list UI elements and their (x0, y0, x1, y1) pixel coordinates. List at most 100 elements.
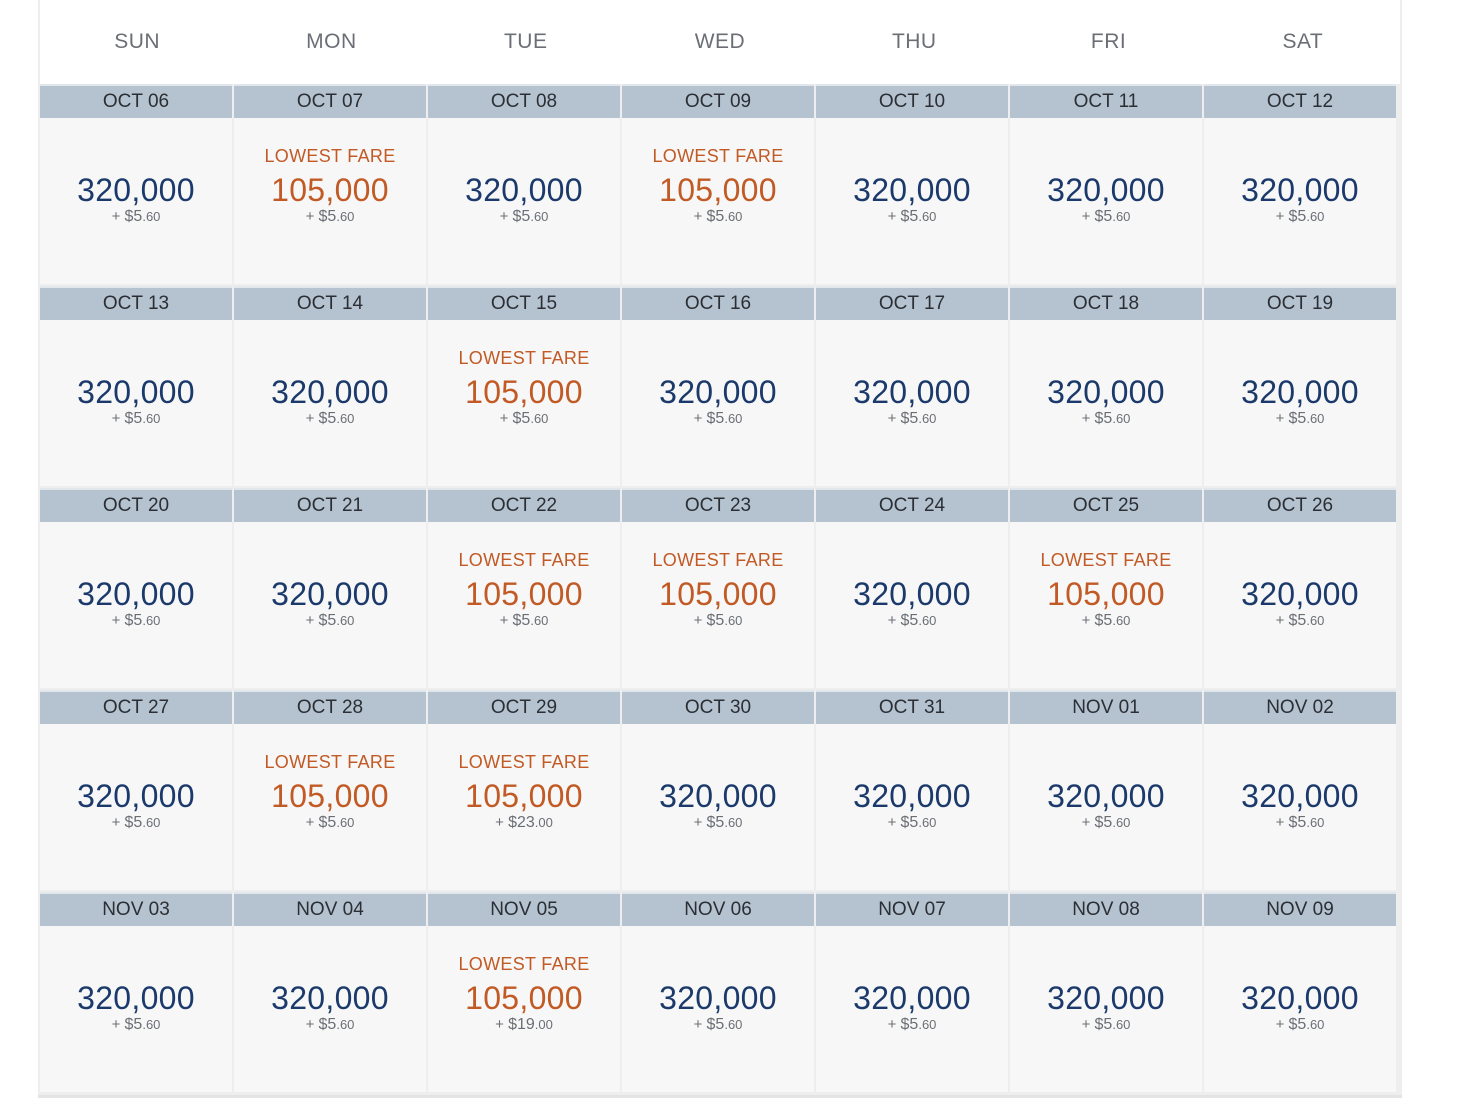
day-cell[interactable]: OCT 20 320,000 + $5.60 (40, 488, 232, 688)
day-cell[interactable]: OCT 27 320,000 + $5.60 (40, 690, 232, 890)
tax-dollars: $5 (512, 612, 531, 629)
day-cell[interactable]: OCT 15 LOWEST FARE 105,000 + $5.60 (428, 286, 620, 486)
day-cell[interactable]: OCT 06 320,000 + $5.60 (40, 84, 232, 284)
day-cell[interactable]: OCT 29 LOWEST FARE 105,000 + $23.00 (428, 690, 620, 890)
tax-cents: .60 (336, 411, 355, 426)
day-cell[interactable]: OCT 13 320,000 + $5.60 (40, 286, 232, 486)
tax-amount: + $5.60 (1204, 612, 1396, 630)
day-cell[interactable]: OCT 21 320,000 + $5.60 (234, 488, 426, 688)
fare-info: 320,000 + $5.60 (234, 926, 426, 1092)
date-label: OCT 16 (622, 286, 814, 320)
tax-prefix: + (693, 1016, 707, 1033)
day-cell[interactable]: NOV 01 320,000 + $5.60 (1010, 690, 1202, 890)
day-cell[interactable]: NOV 05 LOWEST FARE 105,000 + $19.00 (428, 892, 620, 1092)
tax-cents: .60 (336, 613, 355, 628)
day-cell[interactable]: OCT 19 320,000 + $5.60 (1204, 286, 1396, 486)
day-cell[interactable]: OCT 12 320,000 + $5.60 (1204, 84, 1396, 284)
day-cell[interactable]: OCT 30 320,000 + $5.60 (622, 690, 814, 890)
lowest-fare-label: LOWEST FARE (458, 954, 590, 974)
miles-price: 320,000 (853, 172, 971, 208)
weekday-thu: THU (891, 30, 937, 53)
miles-price: 320,000 (659, 778, 777, 814)
day-cell[interactable]: NOV 04 320,000 + $5.60 (234, 892, 426, 1092)
date-label: OCT 06 (40, 84, 232, 118)
day-cell[interactable]: OCT 14 320,000 + $5.60 (234, 286, 426, 486)
tax-amount: + $5.60 (816, 814, 1008, 832)
day-cell[interactable]: NOV 06 320,000 + $5.60 (622, 892, 814, 1092)
tax-prefix: + (1081, 814, 1095, 831)
tax-dollars: $5 (124, 1016, 143, 1033)
tax-dollars: $5 (1094, 1016, 1113, 1033)
tax-dollars: $5 (1288, 410, 1307, 427)
day-cell[interactable]: OCT 24 320,000 + $5.60 (816, 488, 1008, 688)
tax-cents: .60 (1306, 613, 1325, 628)
tax-amount: + $5.60 (1204, 1016, 1396, 1034)
tax-prefix: + (495, 1016, 509, 1033)
day-cell[interactable]: OCT 28 LOWEST FARE 105,000 + $5.60 (234, 690, 426, 890)
day-cell[interactable]: NOV 07 320,000 + $5.60 (816, 892, 1008, 1092)
miles-price: 320,000 (77, 576, 195, 612)
date-label: NOV 01 (1010, 690, 1202, 724)
day-cell[interactable]: OCT 09 LOWEST FARE 105,000 + $5.60 (622, 84, 814, 284)
tax-prefix: + (499, 612, 513, 629)
fare-info: LOWEST FARE 105,000 + $5.60 (234, 724, 426, 890)
day-cell[interactable]: NOV 09 320,000 + $5.60 (1204, 892, 1396, 1092)
date-label: OCT 19 (1204, 286, 1396, 320)
day-cell[interactable]: NOV 03 320,000 + $5.60 (40, 892, 232, 1092)
miles-price: 105,000 (271, 172, 389, 208)
day-cell[interactable]: OCT 18 320,000 + $5.60 (1010, 286, 1202, 486)
tax-amount: + $5.60 (40, 410, 232, 428)
day-cell[interactable]: OCT 16 320,000 + $5.60 (622, 286, 814, 486)
date-label: OCT 21 (234, 488, 426, 522)
tax-prefix: + (693, 814, 707, 831)
fare-info: 320,000 + $5.60 (622, 724, 814, 890)
lowest-fare-label: LOWEST FARE (458, 752, 590, 772)
tax-amount: + $5.60 (40, 612, 232, 630)
tax-cents: .60 (336, 815, 355, 830)
miles-price: 320,000 (271, 980, 389, 1016)
day-cell[interactable]: OCT 31 320,000 + $5.60 (816, 690, 1008, 890)
tax-prefix: + (1275, 208, 1289, 225)
tax-prefix: + (693, 612, 707, 629)
day-cell[interactable]: OCT 25 LOWEST FARE 105,000 + $5.60 (1010, 488, 1202, 688)
day-cell[interactable]: OCT 10 320,000 + $5.60 (816, 84, 1008, 284)
date-label: NOV 09 (1204, 892, 1396, 926)
tax-cents: .60 (336, 209, 355, 224)
day-cell[interactable]: OCT 11 320,000 + $5.60 (1010, 84, 1202, 284)
fare-info: 320,000 + $5.60 (816, 118, 1008, 284)
fare-info: 320,000 + $5.60 (1204, 522, 1396, 688)
day-cell[interactable]: OCT 22 LOWEST FARE 105,000 + $5.60 (428, 488, 620, 688)
tax-cents: .60 (724, 1017, 743, 1032)
tax-prefix: + (1275, 1016, 1289, 1033)
calendar-bottom-border (38, 1095, 1402, 1098)
weekday-sat: SAT (1282, 30, 1324, 53)
weekday-mon: MON (306, 30, 357, 53)
miles-price: 320,000 (853, 576, 971, 612)
day-cell[interactable]: OCT 07 LOWEST FARE 105,000 + $5.60 (234, 84, 426, 284)
date-label: NOV 03 (40, 892, 232, 926)
fare-info: 320,000 + $5.60 (622, 320, 814, 486)
day-cell[interactable]: OCT 17 320,000 + $5.60 (816, 286, 1008, 486)
tax-prefix: + (887, 208, 901, 225)
fare-info: 320,000 + $5.60 (816, 926, 1008, 1092)
tax-cents: .60 (724, 613, 743, 628)
miles-price: 320,000 (659, 374, 777, 410)
miles-price: 105,000 (271, 778, 389, 814)
day-cell[interactable]: OCT 23 LOWEST FARE 105,000 + $5.60 (622, 488, 814, 688)
tax-dollars: $5 (512, 410, 531, 427)
fare-info: 320,000 + $5.60 (1010, 724, 1202, 890)
day-cell[interactable]: NOV 02 320,000 + $5.60 (1204, 690, 1396, 890)
tax-cents: .60 (1306, 1017, 1325, 1032)
tax-amount: + $5.60 (622, 410, 814, 428)
day-cell[interactable]: OCT 26 320,000 + $5.60 (1204, 488, 1396, 688)
tax-cents: .60 (1112, 613, 1131, 628)
date-label: OCT 24 (816, 488, 1008, 522)
tax-amount: + $5.60 (428, 410, 620, 428)
day-cell[interactable]: NOV 08 320,000 + $5.60 (1010, 892, 1202, 1092)
date-label: OCT 08 (428, 84, 620, 118)
tax-cents: .60 (918, 411, 937, 426)
date-label: OCT 31 (816, 690, 1008, 724)
fare-info: 320,000 + $5.60 (1010, 926, 1202, 1092)
day-cell[interactable]: OCT 08 320,000 + $5.60 (428, 84, 620, 284)
tax-cents: .60 (724, 815, 743, 830)
